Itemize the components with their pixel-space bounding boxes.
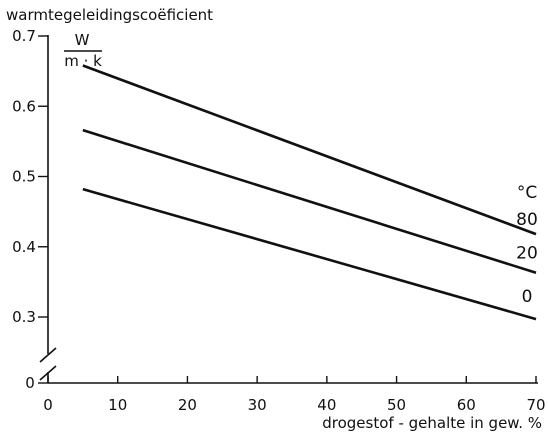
x-axis-title: drogestof - gehalte in gew. % [322,414,542,432]
series-label-0: 0 [522,287,533,307]
y-axis [39,35,57,383]
x-tick-label: 0 [43,396,53,414]
x-tick-label: 40 [317,396,336,414]
series-line-20 [82,128,537,274]
series-label-80: 80 [516,210,538,230]
series-line-0 [82,187,537,321]
y-axis-title: warmtegeleidingscoëficient [6,6,213,24]
y-tick-label: 0.6 [12,97,36,115]
series-label-20: 20 [516,244,538,264]
x-tick-label: 10 [108,396,127,414]
y-unit-denominator: m · k [64,52,102,70]
y-axis-break-mark-upper [39,347,57,363]
series-lines [82,64,537,321]
x-tick-label: 60 [457,396,476,414]
series-labels: 80 20 0 [516,210,538,307]
y-unit-numerator: W [75,31,90,49]
series-header-label: °C [517,183,537,203]
y-tick-label: 0.3 [12,308,36,326]
x-tick-label: 50 [387,396,406,414]
series-line-80 [82,64,537,236]
y-ticks: 0.3 0.4 0.5 0.6 0.7 [12,27,48,326]
y-unit-fraction: W m · k [64,31,102,70]
x-ticks: 0 10 20 30 40 50 60 70 [43,376,546,414]
x-tick-label: 70 [526,396,545,414]
x-tick-label: 30 [248,396,267,414]
y-origin-label: 0 [25,374,35,392]
x-tick-label: 20 [178,396,197,414]
y-tick-label: 0.7 [12,27,36,45]
y-tick-label: 0.5 [12,168,36,186]
y-tick-label: 0.4 [12,238,36,256]
